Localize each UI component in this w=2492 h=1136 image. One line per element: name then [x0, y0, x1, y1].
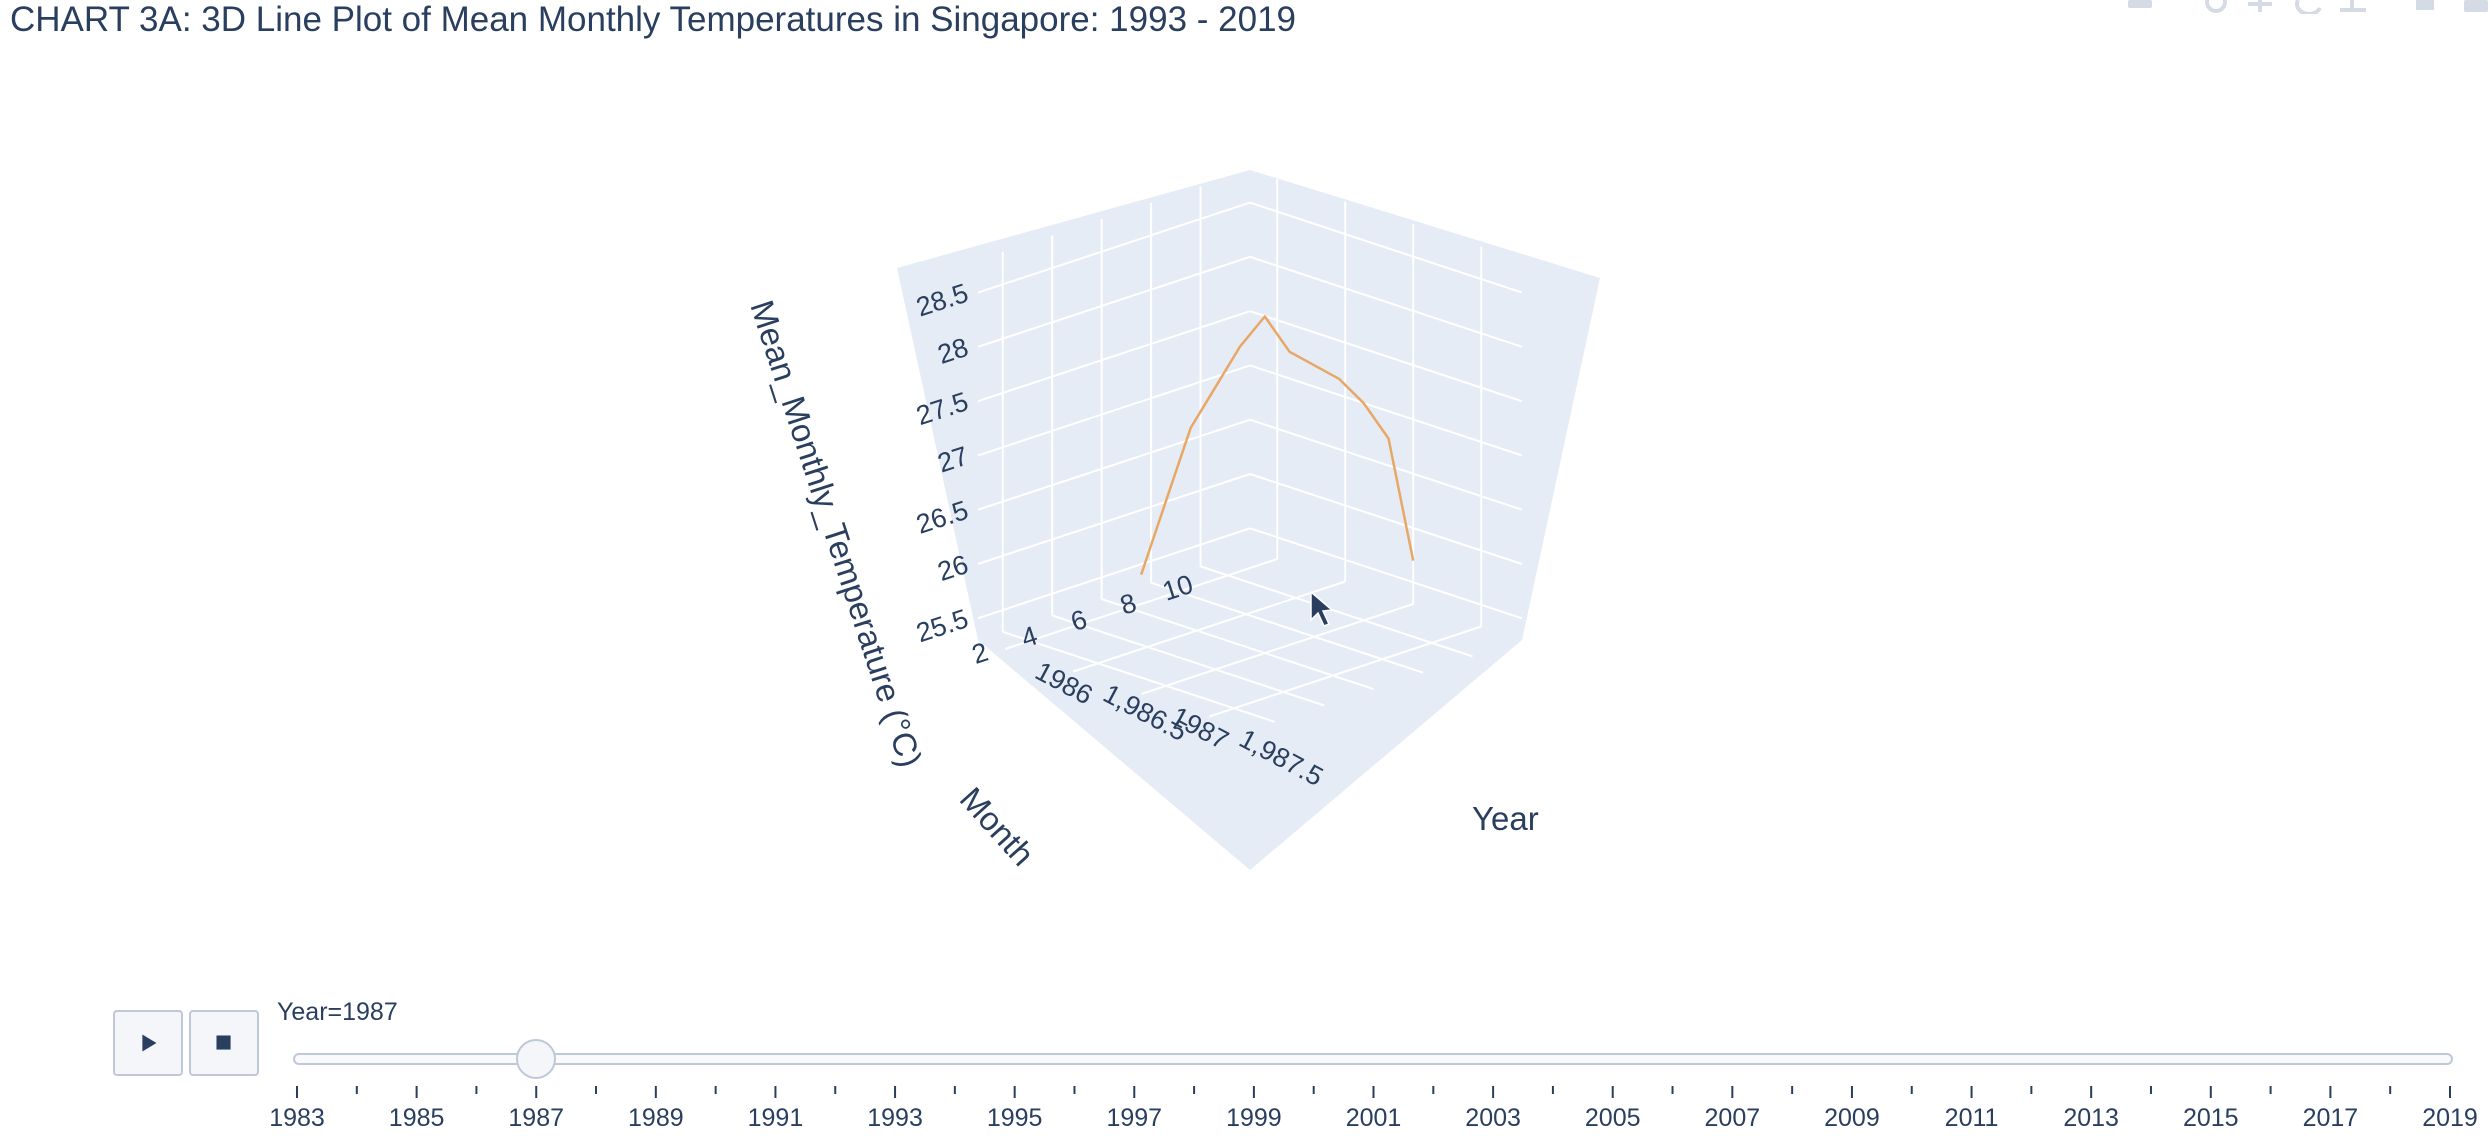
back-right-pane — [1250, 170, 1600, 640]
gridline-x — [1072, 580, 1346, 673]
turntable-icon[interactable] — [2340, 0, 2366, 12]
gridline-z — [1249, 418, 1523, 511]
slider-tick-label[interactable]: 2019 — [2422, 1104, 2478, 1132]
gridline-z — [977, 473, 1251, 565]
scene-panes — [897, 170, 1600, 870]
slider-tick-label[interactable]: 2003 — [1465, 1104, 1521, 1132]
slider-tick-label[interactable]: 1993 — [867, 1104, 923, 1132]
gridline-y — [1051, 614, 1325, 707]
slider-tick-label[interactable]: 1983 — [269, 1104, 325, 1132]
slider-tick-label[interactable]: 1985 — [389, 1104, 445, 1132]
stop-icon — [216, 1035, 231, 1050]
gridline-z — [1249, 310, 1523, 403]
gridline-y — [1150, 581, 1424, 674]
slider-tick-label[interactable]: 2017 — [2303, 1104, 2359, 1132]
slider-tick-label[interactable]: 2015 — [2183, 1104, 2239, 1132]
slider-tick-label[interactable]: 2007 — [1705, 1104, 1761, 1132]
gridline-z — [977, 527, 1251, 620]
z-axis-title: Mean_Monthly_Temperature (°C) — [743, 296, 929, 772]
slider-tick-label[interactable]: 2013 — [2063, 1104, 2119, 1132]
gridline-x — [1140, 603, 1414, 695]
x-axis-title: Year — [1472, 800, 1539, 837]
gridline-z — [977, 255, 1251, 348]
slider-rail[interactable] — [293, 1053, 2453, 1065]
slider-tick-label[interactable]: 2011 — [1945, 1104, 1999, 1132]
gridline-z — [977, 201, 1251, 294]
slider-tick-label[interactable]: 2009 — [1824, 1104, 1880, 1132]
gridline-x — [1208, 625, 1482, 718]
slider-tick-label[interactable]: 1999 — [1226, 1104, 1282, 1132]
gridline-z — [1249, 201, 1523, 294]
gridline-z — [1249, 364, 1523, 457]
chart-title: CHART 3A: 3D Line Plot of Mean Monthly T… — [10, 0, 1297, 39]
gridline-z — [1249, 527, 1523, 620]
gridlines — [977, 179, 1523, 723]
y-axis-title: Month — [953, 780, 1042, 873]
floor-pane — [978, 550, 1522, 870]
z-tick-label: 25.5 — [913, 603, 972, 648]
series-points — [1141, 316, 1414, 575]
stop-button[interactable] — [189, 1010, 259, 1076]
slider-tick-label[interactable]: 2001 — [1346, 1104, 1402, 1132]
gridline-y — [1002, 630, 1276, 723]
slider-tick-label[interactable]: 1987 — [508, 1104, 564, 1132]
series-line-1987[interactable] — [1140, 315, 1415, 575]
slider-tick-label[interactable]: 1989 — [628, 1104, 684, 1132]
gridline-y — [1200, 565, 1473, 658]
zoom-icon[interactable] — [2205, 0, 2227, 13]
slider-handle[interactable] — [516, 1039, 557, 1079]
slider-current-value: Year=1987 — [277, 998, 398, 1026]
gridline-z — [977, 364, 1251, 457]
back-left-pane — [897, 170, 1250, 640]
gridline-z — [977, 310, 1251, 403]
orbit-icon[interactable] — [2295, 0, 2322, 14]
gridline-z — [1249, 473, 1523, 565]
cursor-icon — [1310, 590, 1334, 627]
slider-tick-label[interactable]: 1997 — [1106, 1104, 1162, 1132]
home-icon[interactable] — [2416, 0, 2434, 10]
pan-icon[interactable] — [2248, 0, 2272, 12]
camera-icon[interactable] — [2128, 0, 2152, 8]
gridline-x — [1004, 558, 1278, 650]
reset-icon[interactable] — [2464, 0, 2488, 12]
slider-tick-label[interactable]: 1995 — [987, 1104, 1043, 1132]
slider-tick-label[interactable]: 1991 — [748, 1104, 804, 1132]
modebar[interactable] — [2120, 0, 2492, 14]
play-icon — [142, 1034, 157, 1052]
gridline-z — [1249, 255, 1523, 348]
slider-tick-label[interactable]: 2005 — [1585, 1104, 1641, 1132]
gridline-y — [1101, 598, 1374, 691]
gridline-z — [977, 418, 1251, 511]
play-button[interactable] — [113, 1010, 183, 1076]
